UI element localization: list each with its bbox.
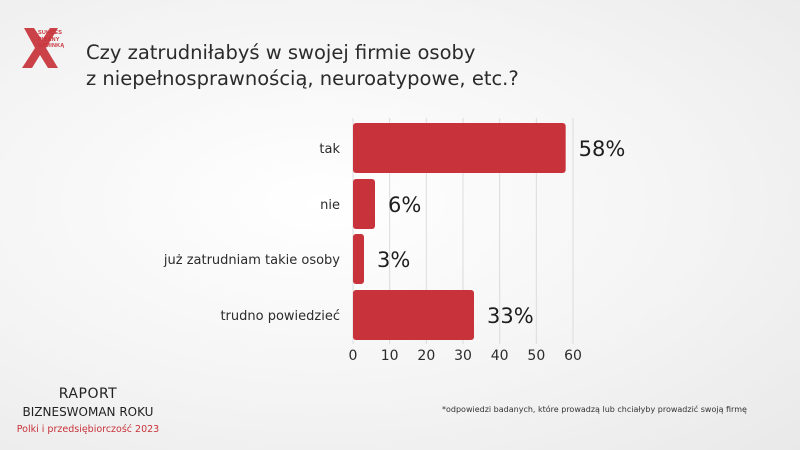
category-label-2: już zatrudniam takie osoby bbox=[163, 253, 340, 268]
brand-x-logo-icon bbox=[22, 28, 58, 68]
bar-2 bbox=[353, 234, 364, 284]
value-label-2: 3% bbox=[377, 248, 410, 272]
report-branding: RAPORT BIZNESWOMAN ROKU Polki i przedsię… bbox=[0, 386, 176, 436]
footnote: *odpowiedzi badanych, które prowadzą lub… bbox=[442, 405, 747, 414]
report-subtitle: BIZNESWOMAN ROKU bbox=[22, 405, 154, 419]
category-label-0: tak bbox=[319, 142, 340, 157]
category-label-3: trudno powiedzieć bbox=[220, 309, 340, 324]
x-tick-label-50: 50 bbox=[527, 348, 545, 364]
report-title: RAPORT bbox=[58, 386, 118, 402]
x-tick-label-40: 40 bbox=[491, 348, 509, 364]
bar-3 bbox=[353, 290, 474, 340]
logo-line-1: SUKCES bbox=[38, 30, 63, 36]
chart-title: Czy zatrudniłabyś w swojej firmie osoby … bbox=[86, 40, 766, 92]
logo-line-3: SZMINKĄ bbox=[38, 43, 65, 49]
value-label-1: 6% bbox=[388, 193, 421, 217]
x-tick-label-0: 0 bbox=[349, 348, 358, 364]
x-tick-label-60: 60 bbox=[564, 348, 582, 364]
value-label-0: 58% bbox=[579, 137, 626, 161]
chart-title-line-2: z niepełnosprawnością, neuroatypowe, etc… bbox=[86, 67, 519, 90]
bar-0 bbox=[353, 123, 566, 173]
brand-logo-text: SUKCES PISANY SZMINKĄ bbox=[38, 30, 68, 50]
x-tick-label-10: 10 bbox=[381, 348, 399, 364]
bar-1 bbox=[353, 179, 375, 229]
category-label-1: nie bbox=[320, 198, 340, 213]
x-tick-label-30: 30 bbox=[454, 348, 472, 364]
value-label-3: 33% bbox=[487, 304, 534, 328]
report-tagline: Polki i przedsiębiorczość 2023 bbox=[16, 424, 160, 435]
logo-line-2: PISANY bbox=[38, 36, 60, 43]
chart-title-line-1: Czy zatrudniłabyś w swojej firmie osoby bbox=[86, 41, 476, 64]
x-tick-label-20: 20 bbox=[417, 348, 435, 364]
